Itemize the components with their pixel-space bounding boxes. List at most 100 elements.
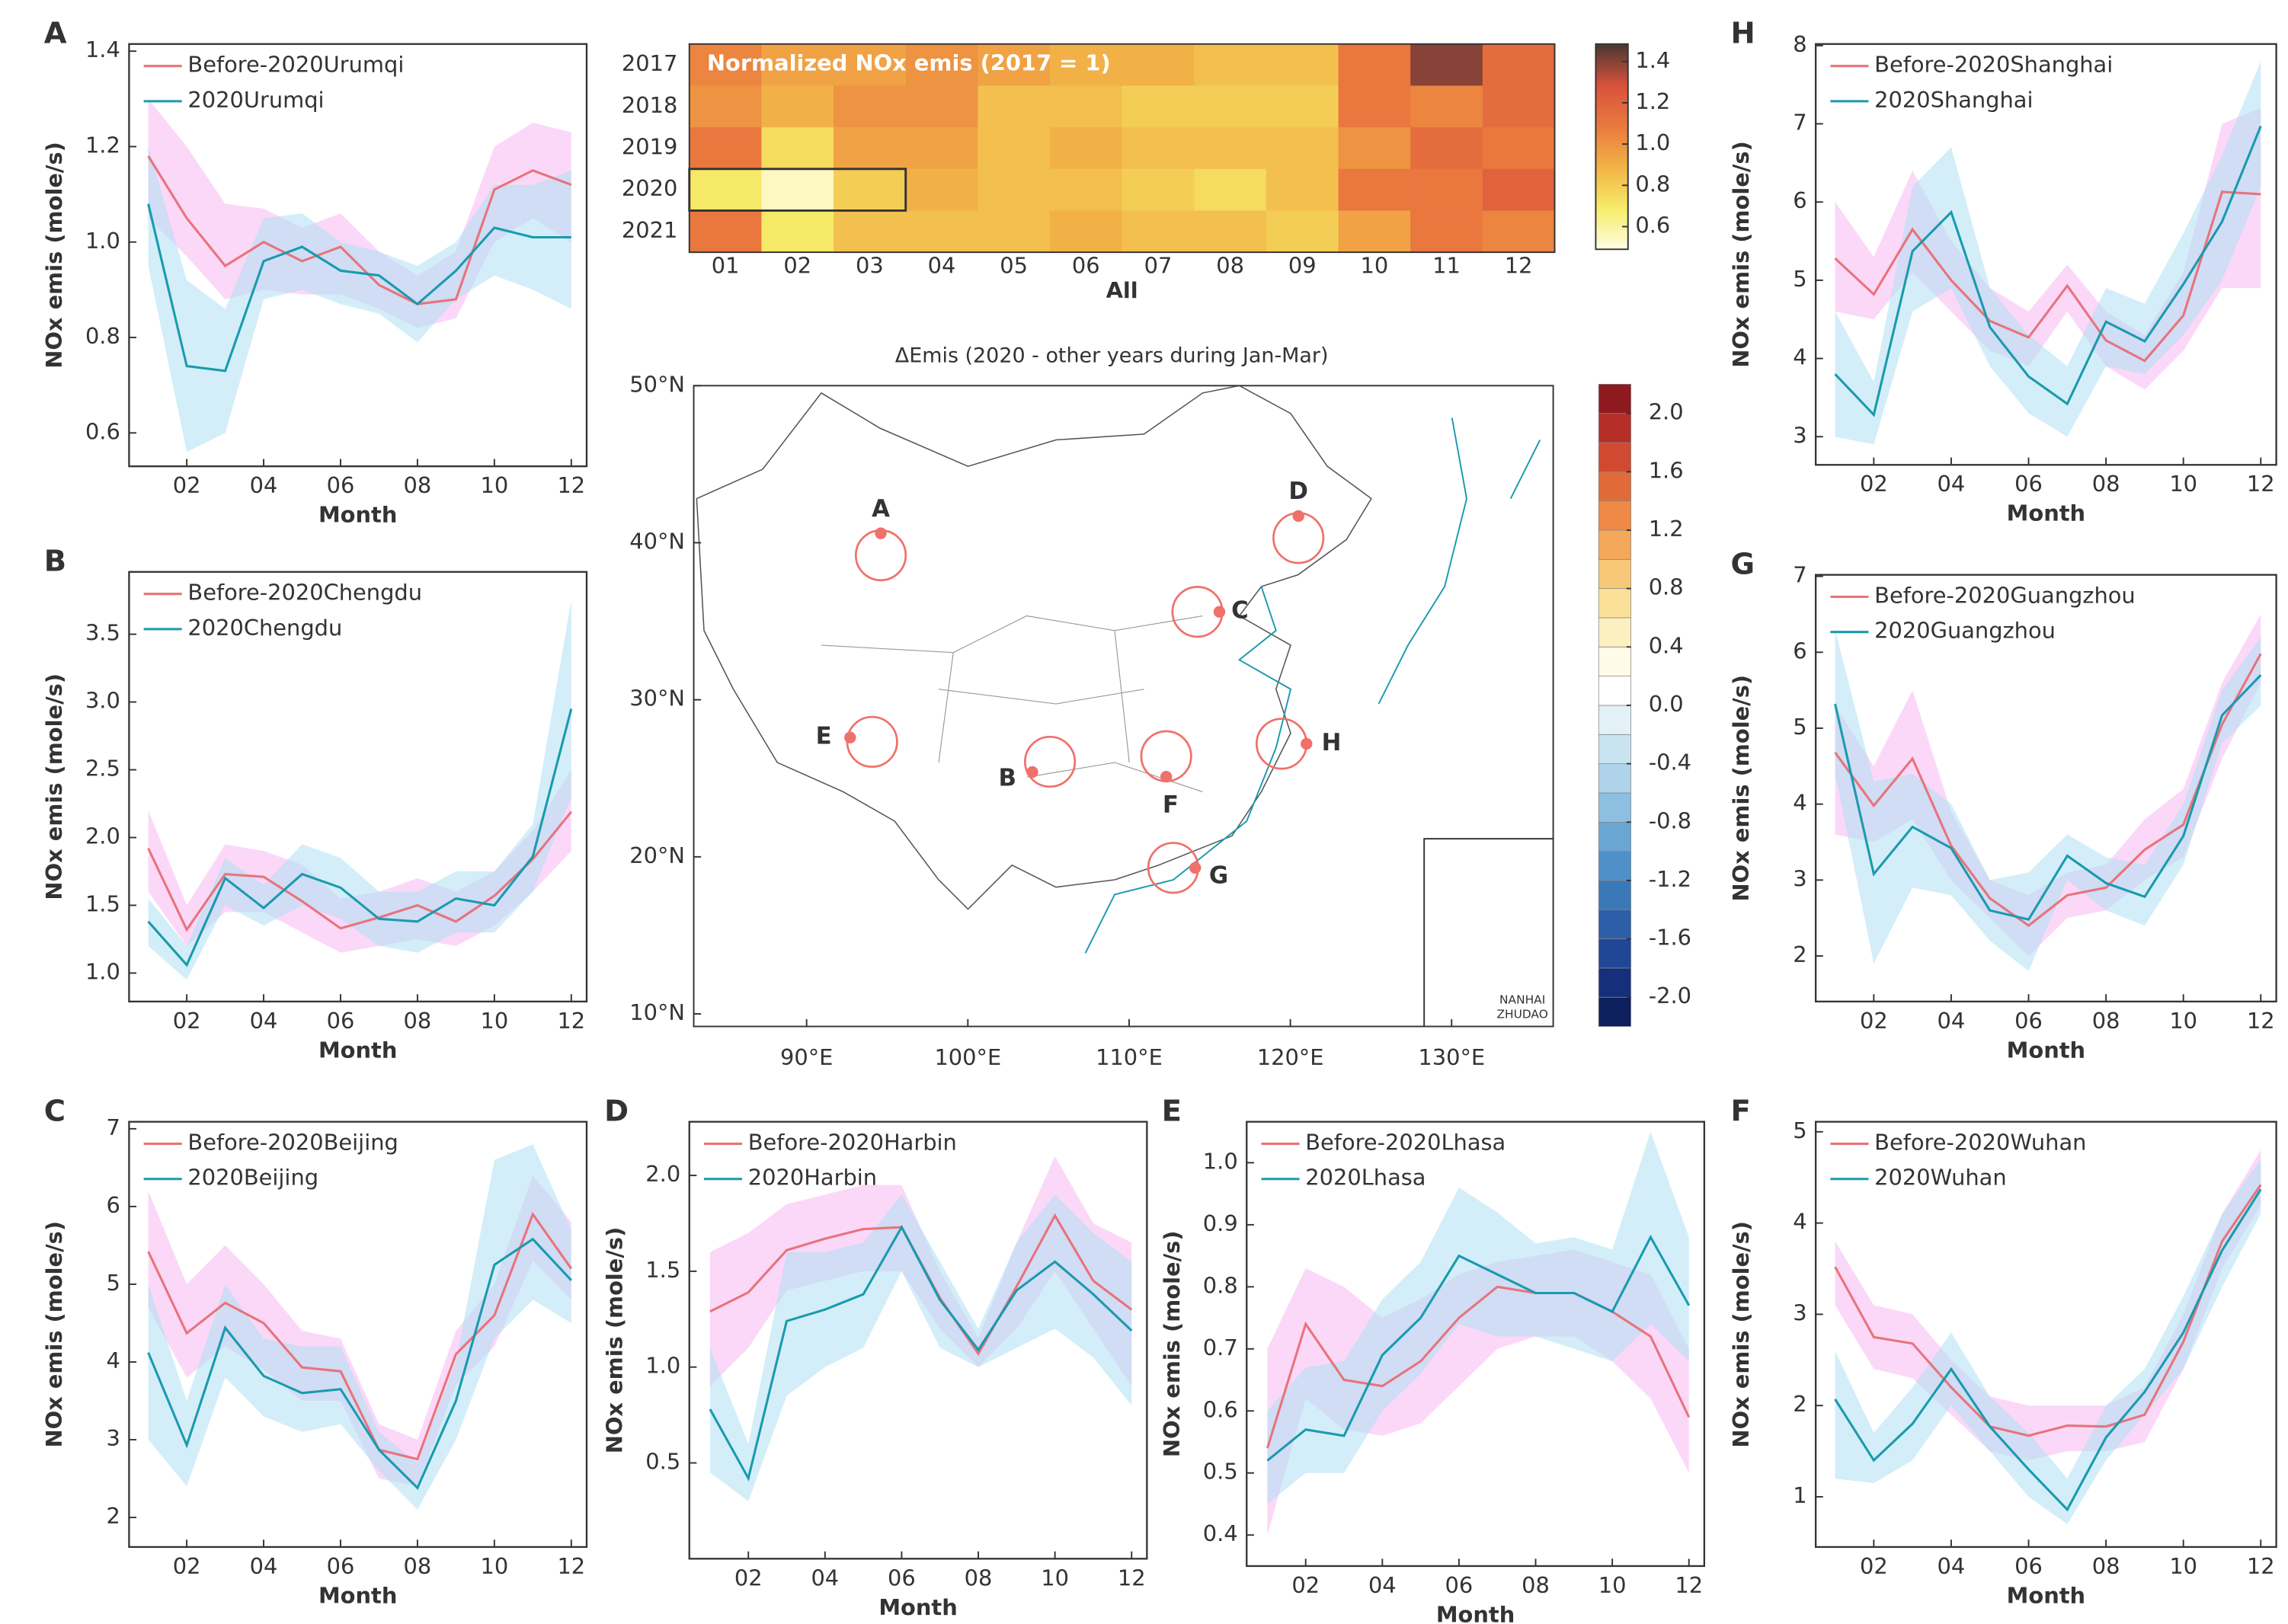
panel-label: C — [44, 1095, 66, 1129]
heatmap-cell — [905, 85, 979, 129]
column-label: 10 — [1361, 252, 1389, 278]
heatmap-cell — [1266, 168, 1339, 212]
city-label: B — [999, 765, 1016, 792]
x-tick-label: 10 — [481, 1553, 509, 1579]
heatmap-cell — [1410, 85, 1483, 129]
heatmap-cell — [761, 43, 835, 87]
colorbar-tick-label: 1.4 — [1635, 47, 1670, 73]
colorbar-step — [1595, 64, 1628, 69]
heatmap-cell — [978, 127, 1051, 170]
heatmap-cell — [689, 85, 763, 129]
colorbar-step — [1595, 126, 1628, 131]
colorbar-step — [1595, 91, 1628, 97]
x-tick-label: 06 — [327, 1008, 355, 1034]
column-label: 12 — [1505, 252, 1533, 278]
heatmap-cell — [1482, 127, 1556, 170]
colorbar-tick-label: 0.4 — [1649, 632, 1684, 658]
colorbar-step — [1595, 187, 1628, 192]
colorbar-tick-label: -1.2 — [1649, 866, 1691, 892]
panel-label: H — [1731, 17, 1755, 51]
heatmap-cell — [1338, 43, 1412, 87]
y-tick-label: 1.4 — [85, 37, 120, 62]
y-tick-label: 7 — [1793, 562, 1806, 588]
colorbar-step — [1595, 222, 1628, 226]
x-axis-label: Month — [318, 1582, 397, 1608]
city-label: E — [816, 723, 832, 750]
plot-frame — [688, 1120, 1148, 1560]
x-tick-label: 12 — [2247, 471, 2275, 497]
colorbar-tick-label: 1.2 — [1649, 516, 1684, 542]
legend-label: 2020Lhasa — [1305, 1165, 1426, 1191]
column-label: 08 — [1216, 252, 1244, 278]
y-tick-label: 3.0 — [85, 688, 120, 714]
x-axis-label: Month — [1436, 1601, 1515, 1624]
legend-label: Before-2020Guangzhou — [1874, 583, 2136, 609]
y-tick-label: 1.0 — [85, 958, 120, 984]
colorbar-step — [1595, 129, 1628, 134]
y-tick-label: 50°N — [629, 371, 685, 397]
colorbar-step — [1595, 160, 1628, 165]
colorbar-step — [1595, 82, 1628, 86]
colorbar-step — [1595, 102, 1628, 107]
x-tick-label: 06 — [1445, 1572, 1474, 1598]
city-marker — [1213, 606, 1226, 618]
x-tick-label: 12 — [1118, 1565, 1146, 1590]
colorbar-step — [1595, 218, 1628, 223]
y-tick-label: 0.8 — [85, 323, 120, 349]
heatmap-cell — [1049, 168, 1123, 212]
colorbar-step — [1595, 57, 1628, 62]
colorbar-step — [1595, 54, 1628, 59]
series-line — [1834, 126, 2262, 417]
panel-label: E — [1162, 1095, 1182, 1129]
heatmap-cell — [1338, 210, 1412, 254]
y-axis-label: NOx emis (mole/s) — [1159, 1231, 1185, 1458]
city-label: H — [1322, 729, 1342, 756]
colorbar-step — [1595, 50, 1628, 56]
x-tick-label: 06 — [2014, 471, 2043, 497]
colorbar-step — [1595, 194, 1628, 199]
x-tick-label: 08 — [1522, 1572, 1550, 1598]
x-tick-label: 90°E — [780, 1044, 833, 1070]
y-tick-label: 1.5 — [85, 890, 120, 916]
heatmap-cell — [834, 85, 907, 129]
colorbar-step — [1595, 75, 1628, 79]
series-line — [147, 155, 572, 305]
city-label: C — [1231, 597, 1249, 625]
y-tick-label: 2.0 — [85, 823, 120, 849]
x-tick-label: 06 — [888, 1565, 916, 1590]
x-tick-label: 08 — [965, 1565, 993, 1590]
x-tick-label: 06 — [327, 1553, 355, 1579]
legend-label: 2020Urumqi — [187, 87, 324, 113]
y-tick-label: 4 — [1793, 344, 1806, 370]
y-axis-label: NOx emis (mole/s) — [1728, 1221, 1754, 1448]
error-band — [148, 1144, 571, 1510]
colorbar-step — [1595, 232, 1628, 237]
colorbar-bin — [1598, 705, 1631, 735]
colorbar-tick-label: 2.0 — [1649, 399, 1684, 425]
heatmap-cell — [761, 168, 835, 212]
colorbar-tick-label: 1.6 — [1649, 457, 1684, 483]
heatmap-cell — [689, 210, 763, 254]
x-tick-label: 12 — [2247, 1553, 2275, 1579]
legend-label: 2020Chengdu — [187, 615, 342, 641]
colorbar-step — [1595, 184, 1628, 189]
y-tick-label: 0.6 — [85, 418, 120, 444]
heatmap-cell — [1122, 168, 1195, 212]
colorbar-step — [1595, 197, 1628, 203]
heatmap-cell — [834, 210, 907, 254]
x-tick-label: 04 — [811, 1565, 839, 1590]
colorbar-bin — [1598, 996, 1631, 1027]
heatmap-cell — [1122, 127, 1195, 170]
panel-label: D — [604, 1095, 629, 1129]
x-axis-label: All — [1106, 277, 1138, 303]
x-tick-label: 12 — [1675, 1572, 1703, 1598]
y-tick-label: 3 — [1793, 1300, 1806, 1325]
colorbar-step — [1595, 136, 1628, 141]
colorbar-step — [1595, 211, 1628, 216]
heatmap-cell — [1122, 85, 1195, 129]
y-tick-label: 8 — [1793, 31, 1806, 57]
heatmap-cell — [1194, 85, 1267, 129]
y-axis-label: NOx emis (mole/s) — [1728, 675, 1754, 902]
column-label: 03 — [856, 252, 884, 278]
plot-frame — [128, 43, 588, 468]
